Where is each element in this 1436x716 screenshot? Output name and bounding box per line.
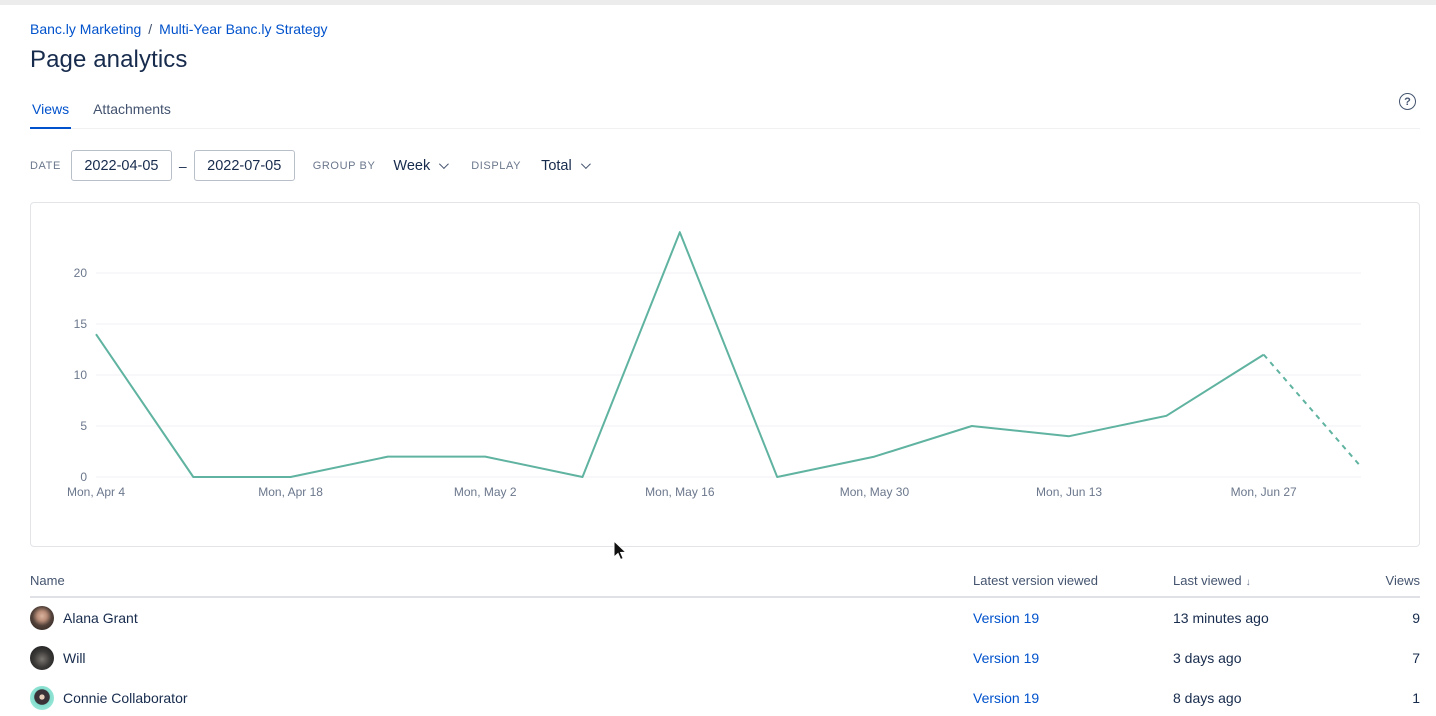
chart-line [95, 231, 1265, 478]
date-range-separator: – [178, 157, 187, 174]
last-viewed-value: 3 days ago [1173, 650, 1242, 666]
viewer-name: Alana Grant [63, 610, 138, 626]
avatar [30, 606, 54, 630]
chevron-down-icon [439, 159, 450, 170]
version-link[interactable]: Version 19 [973, 610, 1040, 626]
views-count: 7 [1412, 650, 1420, 666]
y-tick-label: 20 [74, 266, 88, 280]
x-tick-label: Mon, May 16 [645, 485, 715, 499]
tab-attachments[interactable]: Attachments [93, 101, 171, 117]
page-analytics-panel: Banc.ly Marketing / Multi-Year Banc.ly Str… [0, 5, 1436, 716]
views-line-chart: 0 5 10 15 20 Mon, Apr 4 Mon, Apr 18 Mon, May 2 M… [30, 202, 1420, 547]
last-viewed-label: Last viewed [1173, 573, 1242, 588]
group-by-dropdown[interactable]: Week [393, 157, 450, 174]
views-count: 1 [1412, 690, 1420, 706]
tab-bar: Views Attachments ? [30, 93, 1420, 129]
table-header-row: Name Latest version viewed Last viewed ↓ … [30, 573, 1420, 598]
version-link[interactable]: Version 19 [973, 690, 1040, 706]
breadcrumb: Banc.ly Marketing / Multi-Year Banc.ly Str… [30, 19, 1420, 39]
date-to-input[interactable] [193, 150, 295, 181]
top-divider [0, 0, 1436, 5]
y-tick-label: 15 [74, 317, 88, 331]
table-row: Alana Grant Version 19 13 minutes ago 9 [30, 598, 1420, 638]
filter-bar: DATE – GROUP BY Week DISPLAY Total [30, 150, 1420, 181]
chart-line-dashed [1262, 353, 1362, 468]
chevron-down-icon [580, 159, 591, 170]
tab-views[interactable]: Views [30, 101, 72, 129]
viewer-name: Will [63, 650, 86, 666]
page-title: Page analytics [30, 46, 188, 73]
date-from-input[interactable] [70, 150, 172, 181]
x-tick-label: Mon, Apr 4 [67, 485, 125, 499]
date-label: DATE [30, 159, 61, 172]
display-dropdown[interactable]: Total [541, 157, 591, 174]
x-tick-label: Mon, Jun 13 [1036, 485, 1102, 499]
table-row: Will Version 19 3 days ago 7 [30, 638, 1420, 678]
last-viewed-value: 13 minutes ago [1173, 610, 1269, 626]
display-label: DISPLAY [471, 159, 522, 172]
y-tick-label: 5 [80, 419, 87, 433]
column-header-latest-version[interactable]: Latest version viewed [973, 573, 1099, 588]
views-count: 9 [1412, 610, 1420, 626]
y-tick-label: 10 [74, 368, 88, 382]
version-link[interactable]: Version 19 [973, 650, 1040, 666]
breadcrumb-space-link[interactable]: Banc.ly Marketing [30, 21, 142, 37]
group-by-label: GROUP BY [312, 159, 376, 172]
avatar [30, 646, 54, 670]
help-icon[interactable]: ? [1399, 93, 1416, 110]
x-tick-label: Mon, May 2 [454, 485, 517, 499]
sort-descending-icon: ↓ [1245, 577, 1251, 588]
breadcrumb-separator: / [148, 21, 153, 37]
table-row: Connie Collaborator Version 19 8 days ag… [30, 678, 1420, 716]
viewer-name: Connie Collaborator [63, 690, 188, 706]
x-tick-label: Mon, Jun 27 [1231, 485, 1297, 499]
chart-canvas: 0 5 10 15 20 Mon, Apr 4 Mon, Apr 18 Mon, May 2 M… [67, 231, 1362, 499]
column-header-views[interactable]: Views [1385, 573, 1420, 588]
breadcrumb-page-link[interactable]: Multi-Year Banc.ly Strategy [159, 21, 328, 37]
viewers-table: Name Latest version viewed Last viewed ↓ … [30, 573, 1420, 716]
x-tick-label: Mon, Apr 18 [258, 485, 323, 499]
last-viewed-value: 8 days ago [1173, 690, 1242, 706]
x-tick-label: Mon, May 30 [840, 485, 910, 499]
help-glyph: ? [1404, 95, 1411, 108]
avatar [30, 686, 54, 710]
column-header-last-viewed[interactable]: Last viewed ↓ [1173, 573, 1348, 588]
group-by-value: Week [393, 157, 431, 174]
y-tick-label: 0 [80, 470, 87, 484]
column-header-name[interactable]: Name [30, 573, 65, 588]
display-value: Total [541, 157, 572, 174]
